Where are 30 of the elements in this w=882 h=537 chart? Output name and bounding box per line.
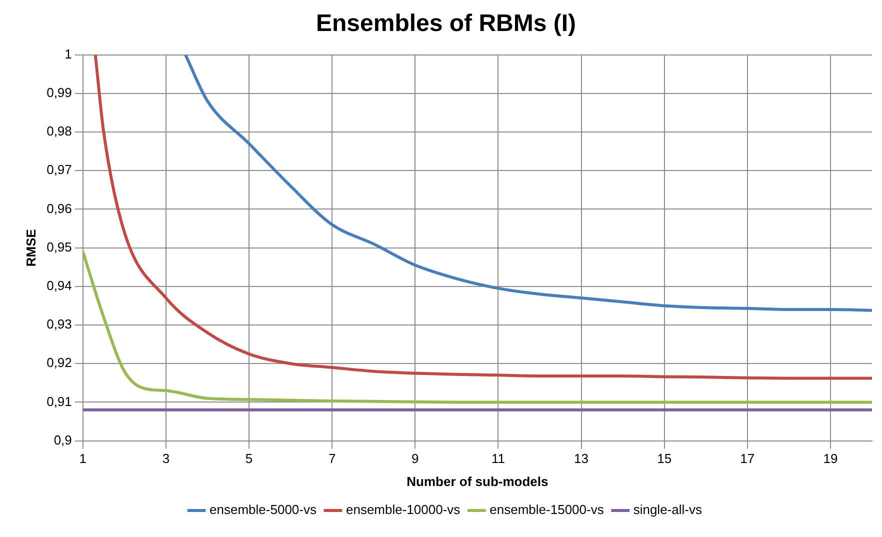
y-tick-label: 0,93 xyxy=(46,316,72,332)
line-series xyxy=(184,54,872,312)
legend-label: single-all-vs xyxy=(633,502,702,518)
x-tick-label: 5 xyxy=(245,451,253,466)
chart-title: Ensembles of RBMs (I) xyxy=(316,10,576,38)
x-tick-label: 17 xyxy=(740,451,755,466)
y-tick-label: 0,99 xyxy=(46,84,72,100)
y-tick-label: 0,9 xyxy=(54,432,72,448)
y-tick-label: 0,97 xyxy=(46,162,72,178)
y-tick-label: 0,92 xyxy=(46,355,72,370)
y-tick-label: 0,96 xyxy=(46,200,72,216)
legend-label: ensemble-10000-vs xyxy=(346,502,461,518)
x-tick-label: 15 xyxy=(657,451,672,466)
x-tick-label: 19 xyxy=(823,451,838,466)
x-tick-label: 11 xyxy=(491,451,505,466)
y-axis-title: RMSE xyxy=(23,228,38,267)
y-tick-label: 0,95 xyxy=(46,239,72,254)
x-tick-label: 1 xyxy=(79,451,87,466)
y-tick-label: 1 xyxy=(64,46,72,62)
y-tick-label: 0,91 xyxy=(46,394,72,409)
legend-label: ensemble-5000-vs xyxy=(210,502,317,518)
y-tick-label: 0,94 xyxy=(46,278,72,293)
y-tick-label: 0,98 xyxy=(46,124,72,139)
x-tick-label: 7 xyxy=(328,451,336,466)
x-tick-label: 3 xyxy=(162,451,170,466)
x-tick-label: 9 xyxy=(412,451,419,466)
line-series xyxy=(94,54,872,380)
x-tick-label: 13 xyxy=(574,451,589,466)
legend-label: ensemble-15000-vs xyxy=(490,502,604,518)
x-axis-title: Number of sub-models xyxy=(406,474,548,489)
